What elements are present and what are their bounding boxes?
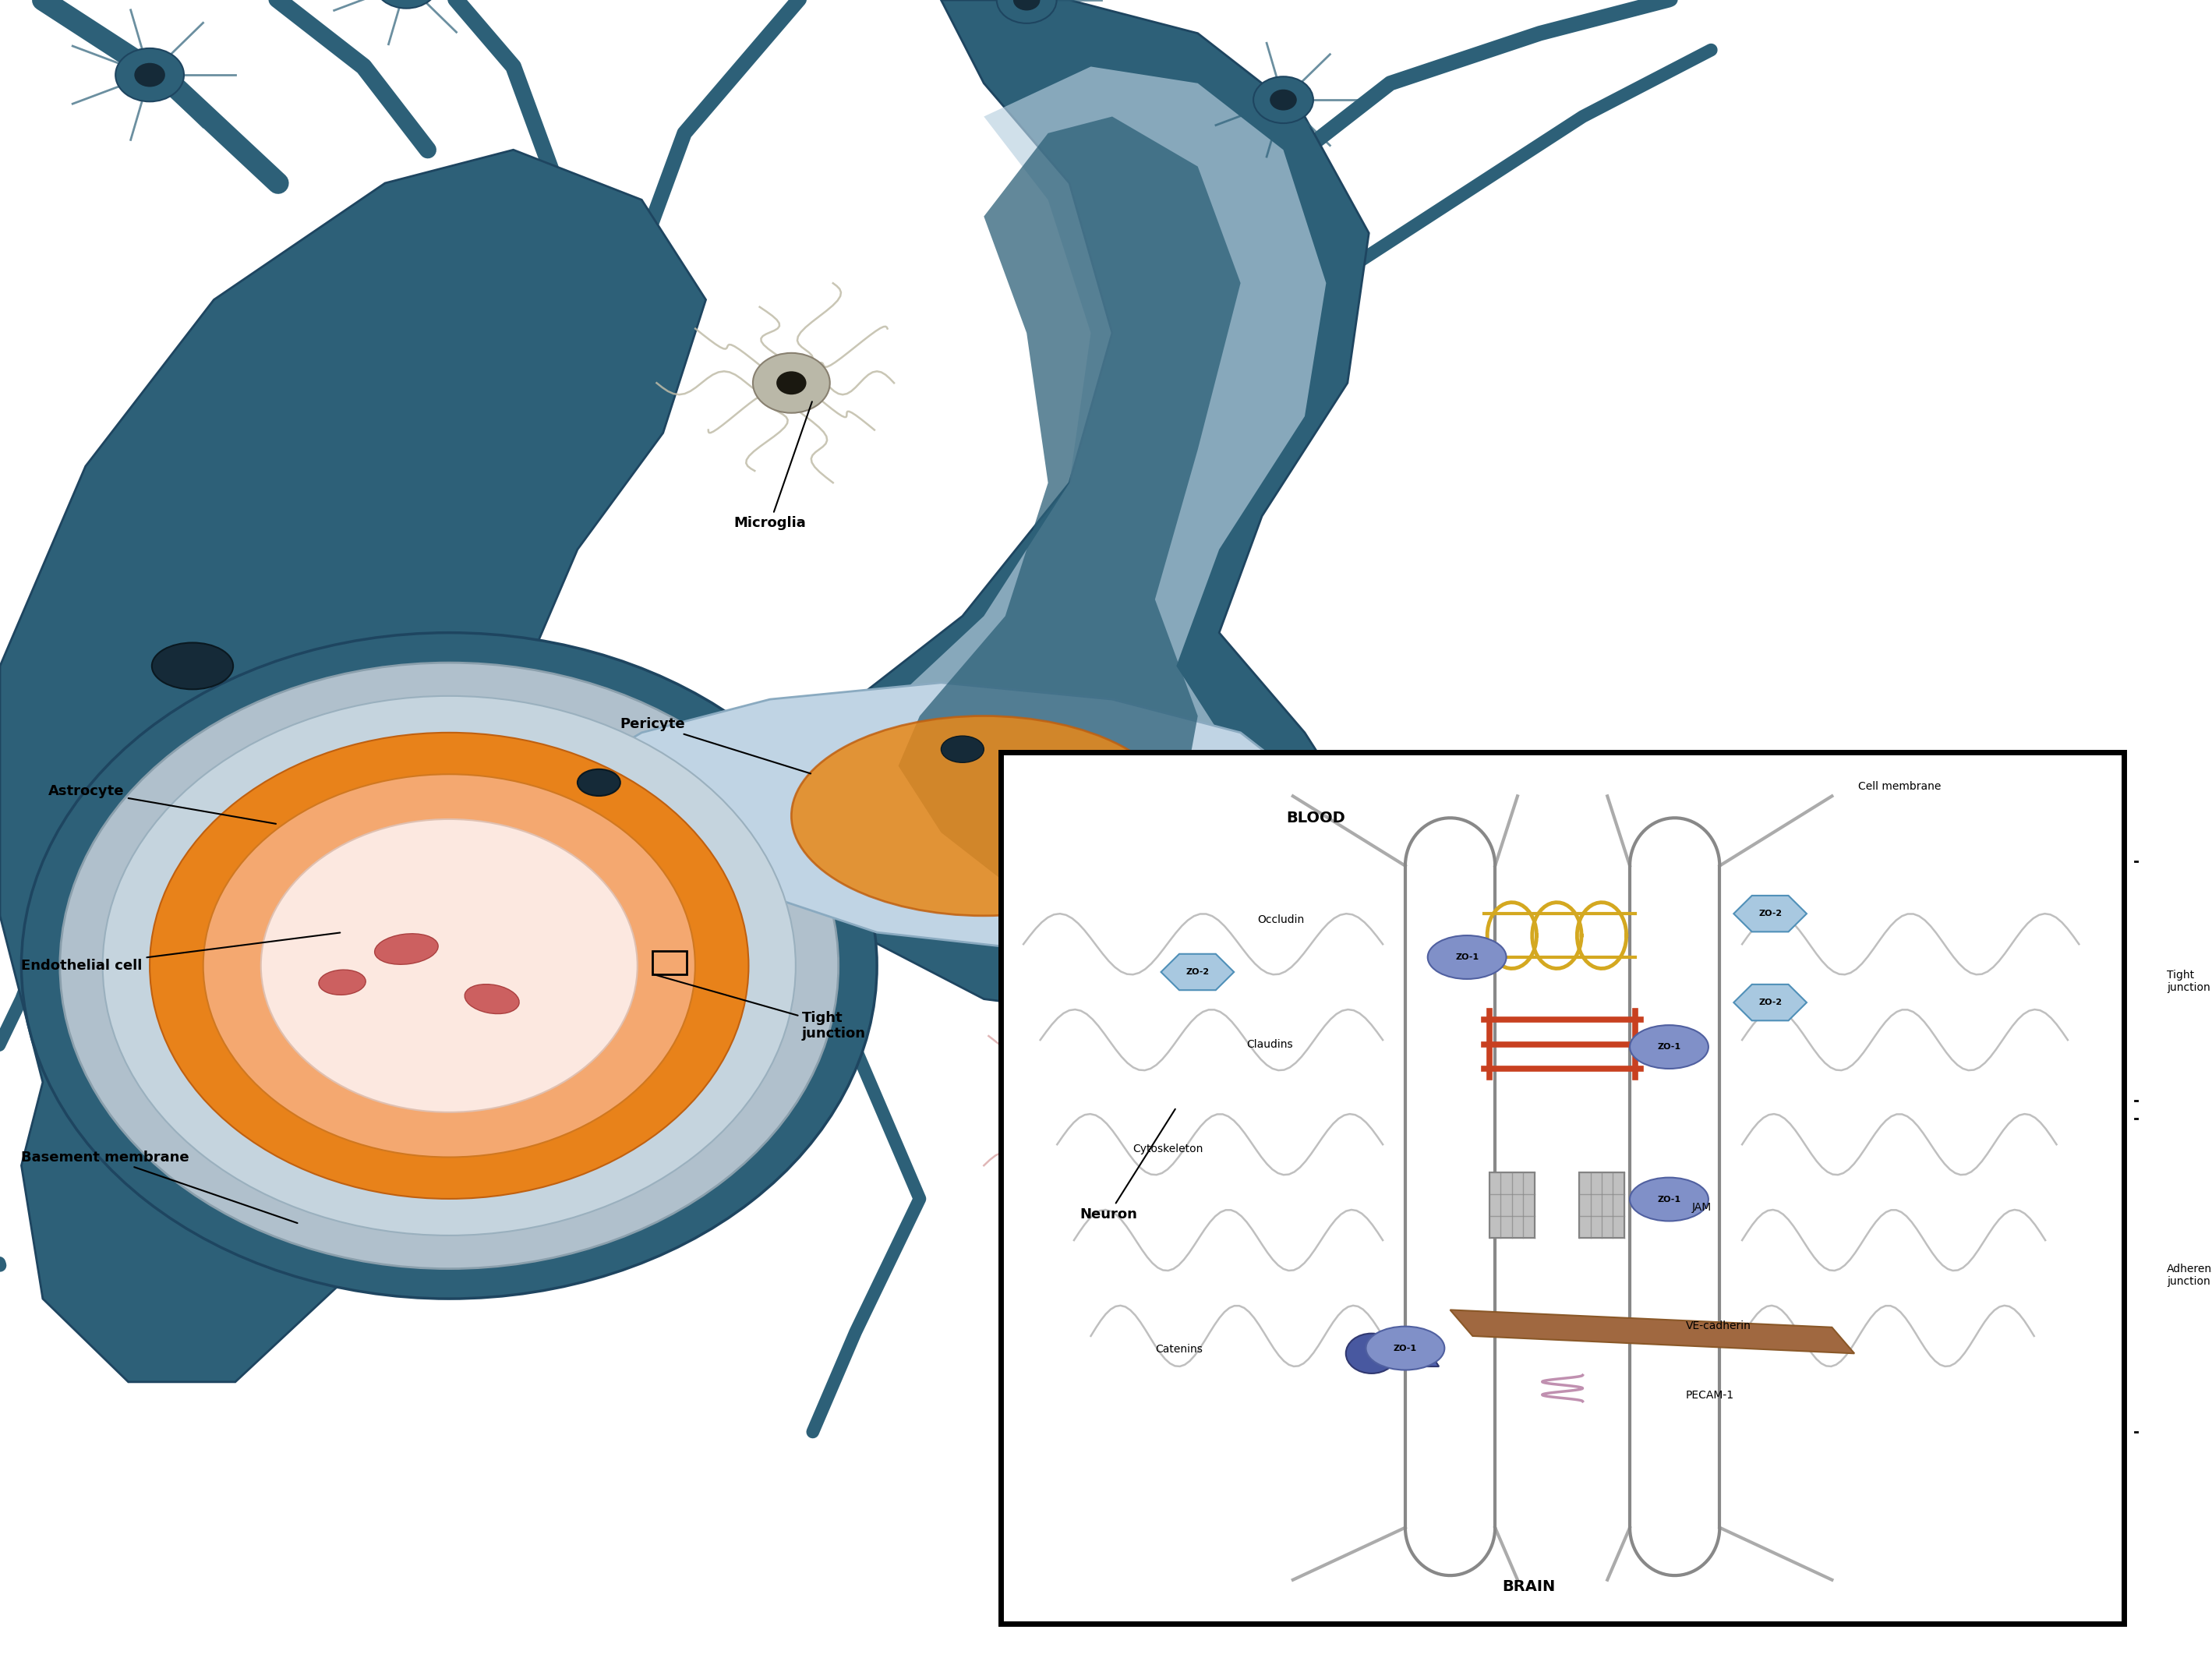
Ellipse shape: [153, 643, 232, 689]
Circle shape: [1345, 1334, 1398, 1374]
Text: BLOOD: BLOOD: [1285, 811, 1345, 826]
Ellipse shape: [1427, 936, 1506, 979]
Text: VE-cadherin: VE-cadherin: [1686, 1320, 1752, 1330]
Text: ZO-2: ZO-2: [1759, 999, 1783, 1006]
Polygon shape: [1734, 984, 1807, 1021]
Text: Tight
junction: Tight junction: [655, 974, 865, 1041]
Text: Claudins: Claudins: [1248, 1039, 1294, 1049]
Polygon shape: [1451, 1310, 1854, 1354]
Bar: [653, 951, 686, 974]
Ellipse shape: [1367, 1327, 1444, 1370]
Ellipse shape: [940, 736, 984, 763]
Circle shape: [998, 0, 1057, 23]
Text: Neuron: Neuron: [1079, 1109, 1175, 1220]
Polygon shape: [1161, 954, 1234, 991]
Text: BRAIN: BRAIN: [1502, 1580, 1555, 1593]
Polygon shape: [898, 117, 1241, 882]
Polygon shape: [555, 683, 1347, 949]
FancyBboxPatch shape: [1579, 1172, 1624, 1239]
Ellipse shape: [792, 716, 1177, 916]
Ellipse shape: [374, 934, 438, 964]
Circle shape: [115, 48, 184, 102]
Text: Endothelial cell: Endothelial cell: [22, 932, 341, 972]
Circle shape: [1013, 0, 1040, 10]
Circle shape: [261, 819, 637, 1112]
Circle shape: [1254, 77, 1314, 123]
Polygon shape: [706, 0, 1369, 1016]
Text: Pericyte: Pericyte: [619, 718, 812, 774]
Text: Basement membrane: Basement membrane: [22, 1151, 296, 1224]
Ellipse shape: [319, 969, 365, 996]
Ellipse shape: [1630, 1177, 1708, 1220]
Ellipse shape: [465, 984, 520, 1014]
Circle shape: [752, 353, 830, 413]
Circle shape: [204, 774, 695, 1157]
Text: ZO-1: ZO-1: [1657, 1042, 1681, 1051]
Text: Cell membrane: Cell membrane: [1858, 781, 1940, 793]
Text: ZO-1: ZO-1: [1455, 954, 1480, 961]
Bar: [1002, 753, 2124, 1623]
Text: Cytoskeleton: Cytoskeleton: [1133, 1144, 1203, 1154]
Circle shape: [135, 63, 166, 87]
Text: ZO-2: ZO-2: [1759, 909, 1783, 917]
Circle shape: [1086, 1112, 1223, 1219]
Text: Catenins: Catenins: [1155, 1344, 1203, 1355]
Circle shape: [150, 733, 748, 1199]
Circle shape: [776, 371, 807, 395]
Circle shape: [374, 0, 438, 8]
Text: ZO-1: ZO-1: [1657, 1195, 1681, 1204]
Text: Tight
junction: Tight junction: [2168, 969, 2210, 992]
Text: Occludin: Occludin: [1256, 914, 1305, 926]
Polygon shape: [1405, 1340, 1440, 1367]
Circle shape: [60, 663, 838, 1269]
Circle shape: [22, 633, 876, 1299]
Circle shape: [1128, 1144, 1183, 1187]
Polygon shape: [1734, 896, 1807, 932]
Circle shape: [102, 696, 796, 1235]
Text: Adherens
junction: Adherens junction: [2168, 1264, 2212, 1287]
Text: ZO-1: ZO-1: [1394, 1344, 1418, 1352]
FancyBboxPatch shape: [1489, 1172, 1535, 1239]
Text: Astrocyte: Astrocyte: [49, 784, 276, 824]
Text: PECAM-1: PECAM-1: [1686, 1390, 1734, 1400]
Polygon shape: [770, 67, 1325, 966]
Text: Microglia: Microglia: [734, 401, 812, 529]
Text: JAM: JAM: [1692, 1202, 1712, 1212]
Ellipse shape: [577, 769, 619, 796]
Polygon shape: [0, 150, 834, 1382]
Ellipse shape: [1630, 1026, 1708, 1069]
Circle shape: [1270, 90, 1296, 110]
Text: ZO-2: ZO-2: [1186, 967, 1210, 976]
